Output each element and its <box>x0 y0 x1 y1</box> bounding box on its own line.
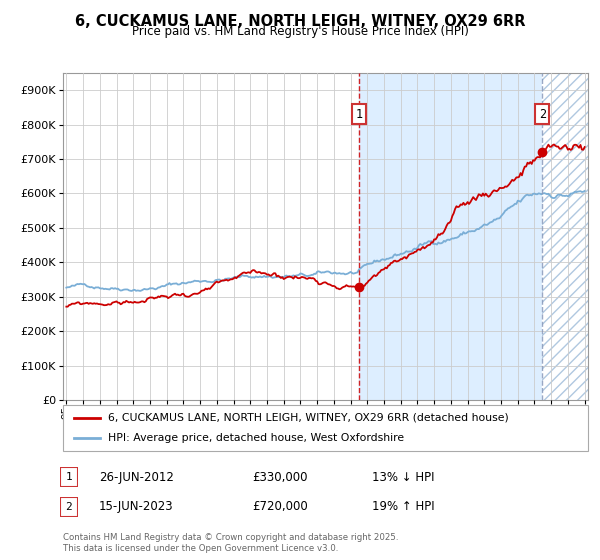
Text: 13% ↓ HPI: 13% ↓ HPI <box>372 470 434 484</box>
FancyBboxPatch shape <box>63 405 588 451</box>
Text: 6, CUCKAMUS LANE, NORTH LEIGH, WITNEY, OX29 6RR (detached house): 6, CUCKAMUS LANE, NORTH LEIGH, WITNEY, O… <box>107 413 508 423</box>
FancyBboxPatch shape <box>60 467 78 487</box>
Text: 2: 2 <box>65 502 73 512</box>
FancyBboxPatch shape <box>60 497 78 517</box>
Text: 6, CUCKAMUS LANE, NORTH LEIGH, WITNEY, OX29 6RR: 6, CUCKAMUS LANE, NORTH LEIGH, WITNEY, O… <box>75 14 525 29</box>
Text: Contains HM Land Registry data © Crown copyright and database right 2025.
This d: Contains HM Land Registry data © Crown c… <box>63 533 398 553</box>
Text: £720,000: £720,000 <box>252 500 308 514</box>
Bar <box>542 73 600 400</box>
Text: HPI: Average price, detached house, West Oxfordshire: HPI: Average price, detached house, West… <box>107 433 404 443</box>
Bar <box>359 73 542 400</box>
Text: 2: 2 <box>539 108 546 121</box>
Text: 15-JUN-2023: 15-JUN-2023 <box>99 500 173 514</box>
Text: 1: 1 <box>355 108 362 121</box>
Text: 1: 1 <box>65 472 73 482</box>
Bar <box>542 73 600 400</box>
Text: 26-JUN-2012: 26-JUN-2012 <box>99 470 174 484</box>
Text: £330,000: £330,000 <box>252 470 308 484</box>
Text: Price paid vs. HM Land Registry's House Price Index (HPI): Price paid vs. HM Land Registry's House … <box>131 25 469 38</box>
Text: 19% ↑ HPI: 19% ↑ HPI <box>372 500 434 514</box>
